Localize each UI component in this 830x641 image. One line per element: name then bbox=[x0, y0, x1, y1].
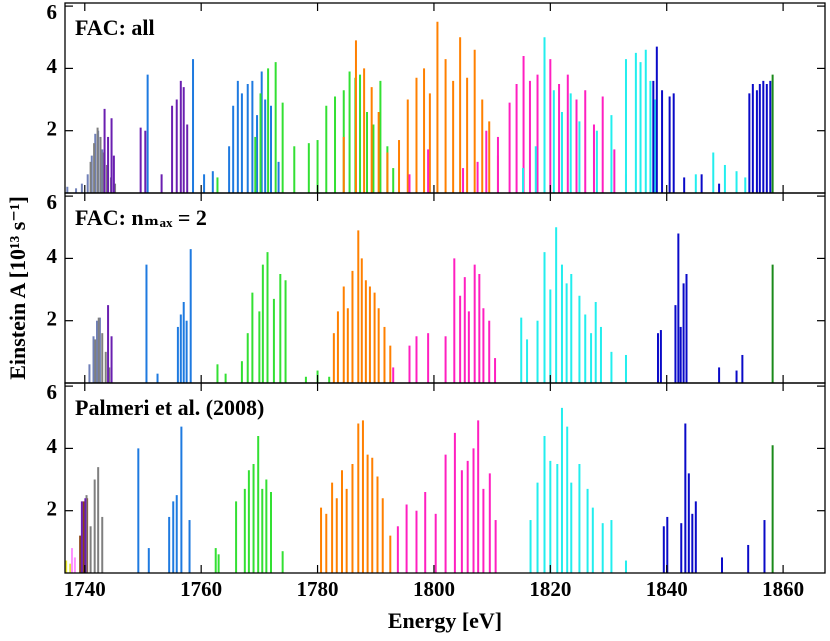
panel-title: Palmeri et al. (2008) bbox=[75, 395, 264, 420]
x-tick-label: 1760 bbox=[180, 577, 222, 601]
y-tick-label: 2 bbox=[47, 497, 58, 521]
y-tick-label: 2 bbox=[47, 117, 58, 141]
x-tick-label: 1860 bbox=[762, 577, 804, 601]
x-tick-label: 1820 bbox=[529, 577, 571, 601]
y-axis-label: Einstein A [10¹³ s⁻¹] bbox=[5, 196, 30, 380]
x-axis-label: Energy [eV] bbox=[388, 608, 502, 633]
x-tick-label: 1800 bbox=[413, 577, 455, 601]
y-tick-label: 4 bbox=[47, 434, 58, 458]
panel-title: FAC: all bbox=[75, 15, 155, 40]
panel-frame bbox=[64, 382, 826, 574]
x-tick-label: 1740 bbox=[64, 577, 106, 601]
y-tick-label: 6 bbox=[47, 190, 58, 214]
x-tick-label: 1840 bbox=[646, 577, 688, 601]
y-tick-label: 4 bbox=[47, 54, 58, 78]
panel-title: FAC: nₘₐₓ = 2 bbox=[75, 205, 207, 230]
y-tick-label: 4 bbox=[47, 244, 58, 268]
y-tick-label: 2 bbox=[47, 307, 58, 331]
y-tick-label: 6 bbox=[47, 0, 58, 24]
x-tick-label: 1780 bbox=[297, 577, 339, 601]
y-tick-label: 6 bbox=[47, 380, 58, 404]
